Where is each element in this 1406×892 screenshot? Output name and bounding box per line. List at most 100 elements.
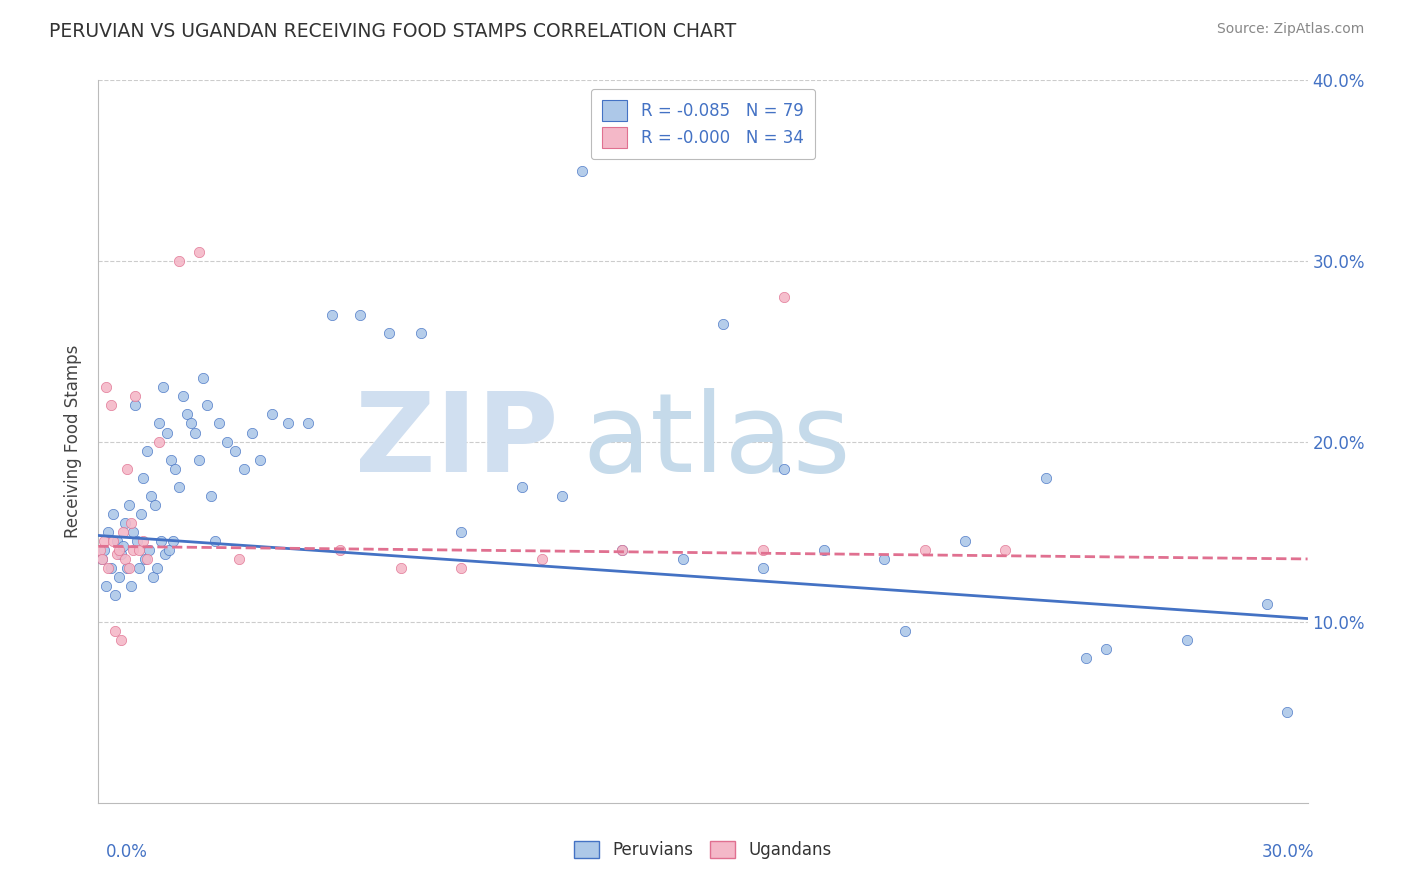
Point — [953, 533, 976, 548]
Point — [1175, 633, 1198, 648]
Point — [100, 561, 122, 575]
Point — [321, 308, 343, 322]
Point — [163, 461, 186, 475]
Point — [1095, 642, 1118, 657]
Point — [110, 547, 132, 561]
Point — [128, 542, 150, 557]
Point — [100, 398, 122, 412]
Point — [240, 425, 263, 440]
Point — [1277, 706, 1299, 720]
Point — [120, 516, 142, 530]
Point — [167, 253, 190, 268]
Point — [128, 561, 150, 575]
Point — [994, 542, 1017, 557]
Point — [510, 480, 533, 494]
Point — [409, 326, 432, 341]
Point — [772, 461, 794, 475]
Point — [105, 533, 128, 548]
Text: Source: ZipAtlas.com: Source: ZipAtlas.com — [1216, 22, 1364, 37]
Point — [135, 552, 157, 566]
Point — [107, 570, 129, 584]
Point — [873, 552, 896, 566]
Text: 0.0%: 0.0% — [105, 843, 148, 861]
Point — [114, 552, 136, 566]
Point — [107, 542, 129, 557]
Point — [97, 524, 120, 539]
Point — [111, 524, 134, 539]
Point — [228, 552, 250, 566]
Point — [389, 561, 412, 575]
Point — [195, 398, 218, 412]
Point — [132, 471, 155, 485]
Point — [571, 163, 593, 178]
Point — [91, 552, 114, 566]
Point — [157, 542, 180, 557]
Point — [149, 533, 172, 548]
Point — [260, 408, 283, 422]
Point — [156, 425, 179, 440]
Text: PERUVIAN VS UGANDAN RECEIVING FOOD STAMPS CORRELATION CHART: PERUVIAN VS UGANDAN RECEIVING FOOD STAMP… — [49, 22, 737, 41]
Point — [1256, 597, 1278, 611]
Point — [193, 371, 215, 385]
Point — [1035, 471, 1057, 485]
Point — [105, 547, 128, 561]
Point — [115, 561, 138, 575]
Point — [97, 561, 120, 575]
Point — [103, 624, 125, 639]
Legend: R = -0.085   N = 79, R = -0.000   N = 34: R = -0.085 N = 79, R = -0.000 N = 34 — [591, 88, 815, 160]
Point — [129, 507, 152, 521]
Point — [153, 547, 176, 561]
Point — [180, 417, 202, 431]
Point — [188, 452, 211, 467]
Point — [120, 579, 142, 593]
Point — [118, 561, 141, 575]
Point — [217, 434, 239, 449]
Point — [121, 524, 143, 539]
Point — [134, 552, 156, 566]
Point — [914, 542, 936, 557]
Point — [188, 244, 211, 259]
Point — [148, 417, 170, 431]
Point — [224, 443, 246, 458]
Point — [103, 588, 125, 602]
Point — [111, 539, 134, 553]
Point — [612, 542, 634, 557]
Point — [101, 533, 124, 548]
Point — [349, 308, 371, 322]
Point — [277, 417, 299, 431]
Point — [377, 326, 399, 341]
Y-axis label: Receiving Food Stamps: Receiving Food Stamps — [65, 345, 83, 538]
Point — [160, 452, 183, 467]
Point — [138, 542, 160, 557]
Point — [551, 489, 574, 503]
Point — [711, 317, 734, 331]
Point — [450, 561, 472, 575]
Text: 30.0%: 30.0% — [1263, 843, 1315, 861]
Point — [208, 417, 231, 431]
Point — [672, 552, 695, 566]
Point — [121, 542, 143, 557]
Point — [110, 633, 132, 648]
Point — [125, 533, 148, 548]
Point — [162, 533, 184, 548]
Point — [530, 552, 553, 566]
Point — [204, 533, 226, 548]
Point — [612, 542, 634, 557]
Point — [297, 417, 319, 431]
Point — [813, 542, 835, 557]
Text: ZIP: ZIP — [354, 388, 558, 495]
Point — [329, 542, 352, 557]
Point — [146, 561, 169, 575]
Point — [93, 542, 115, 557]
Point — [135, 443, 157, 458]
Point — [184, 425, 207, 440]
Point — [772, 290, 794, 304]
Point — [114, 516, 136, 530]
Point — [124, 389, 146, 403]
Point — [142, 570, 165, 584]
Point — [148, 434, 170, 449]
Point — [132, 533, 155, 548]
Text: atlas: atlas — [582, 388, 851, 495]
Point — [152, 380, 174, 394]
Point — [450, 524, 472, 539]
